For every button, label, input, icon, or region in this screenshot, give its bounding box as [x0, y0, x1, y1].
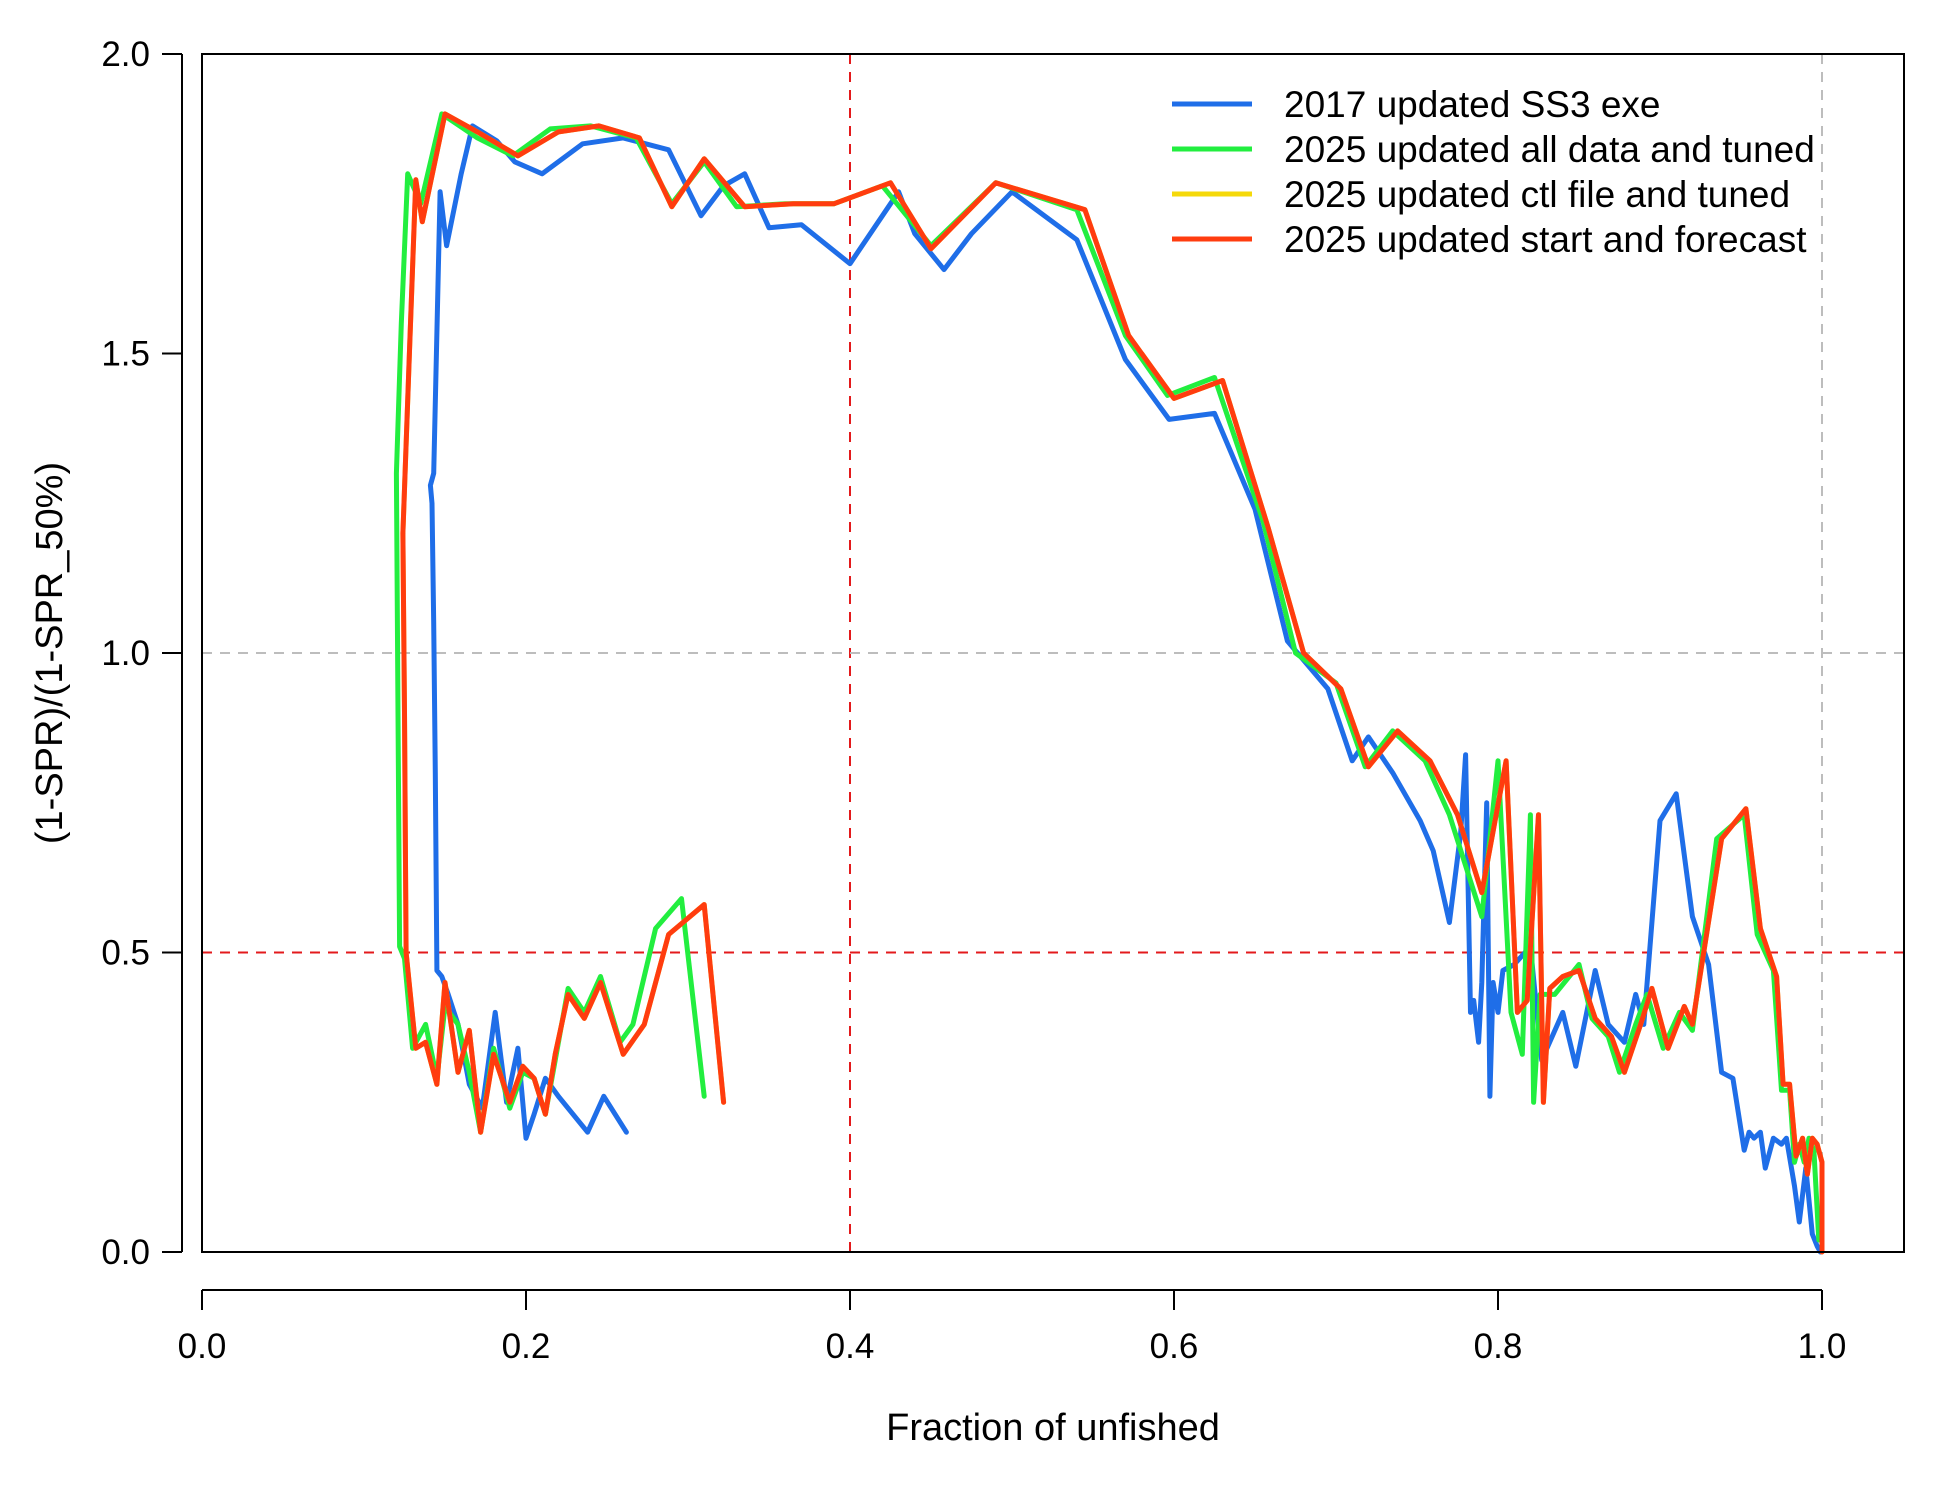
x-tick-label: 0.8 — [1474, 1327, 1523, 1366]
legend-label: 2025 updated start and forecast — [1284, 219, 1807, 260]
y-tick-label: 2.0 — [101, 35, 150, 74]
y-axis: 0.0 0.5 1.0 1.5 2.0 — [101, 35, 183, 1272]
legend-label: 2017 updated SS3 exe — [1284, 84, 1661, 125]
x-tick-label: 0.2 — [502, 1327, 551, 1366]
legend-label: 2025 updated ctl file and tuned — [1284, 174, 1790, 215]
y-tick-label: 0.5 — [101, 934, 150, 973]
x-axis-title: Fraction of unfished — [886, 1407, 1220, 1449]
series-lines — [393, 111, 1825, 1255]
y-tick-label: 0.0 — [101, 1233, 150, 1272]
x-tick-label: 0.0 — [178, 1327, 227, 1366]
y-tick-label: 1.5 — [101, 335, 150, 374]
reference-lines — [202, 54, 1904, 1252]
y-axis-title: (1-SPR)/(1-SPR_50%) — [29, 462, 71, 844]
x-tick-label: 0.6 — [1150, 1327, 1199, 1366]
legend-label: 2025 updated all data and tuned — [1284, 129, 1815, 170]
x-axis: 0.0 0.2 0.4 0.6 0.8 1.0 — [178, 1289, 1847, 1366]
x-tick-label: 1.0 — [1798, 1327, 1847, 1366]
x-tick-label: 0.4 — [826, 1327, 875, 1366]
y-tick-label: 1.0 — [101, 634, 150, 673]
plot-frame — [201, 53, 1905, 1253]
series-line-4 — [400, 111, 1825, 1255]
